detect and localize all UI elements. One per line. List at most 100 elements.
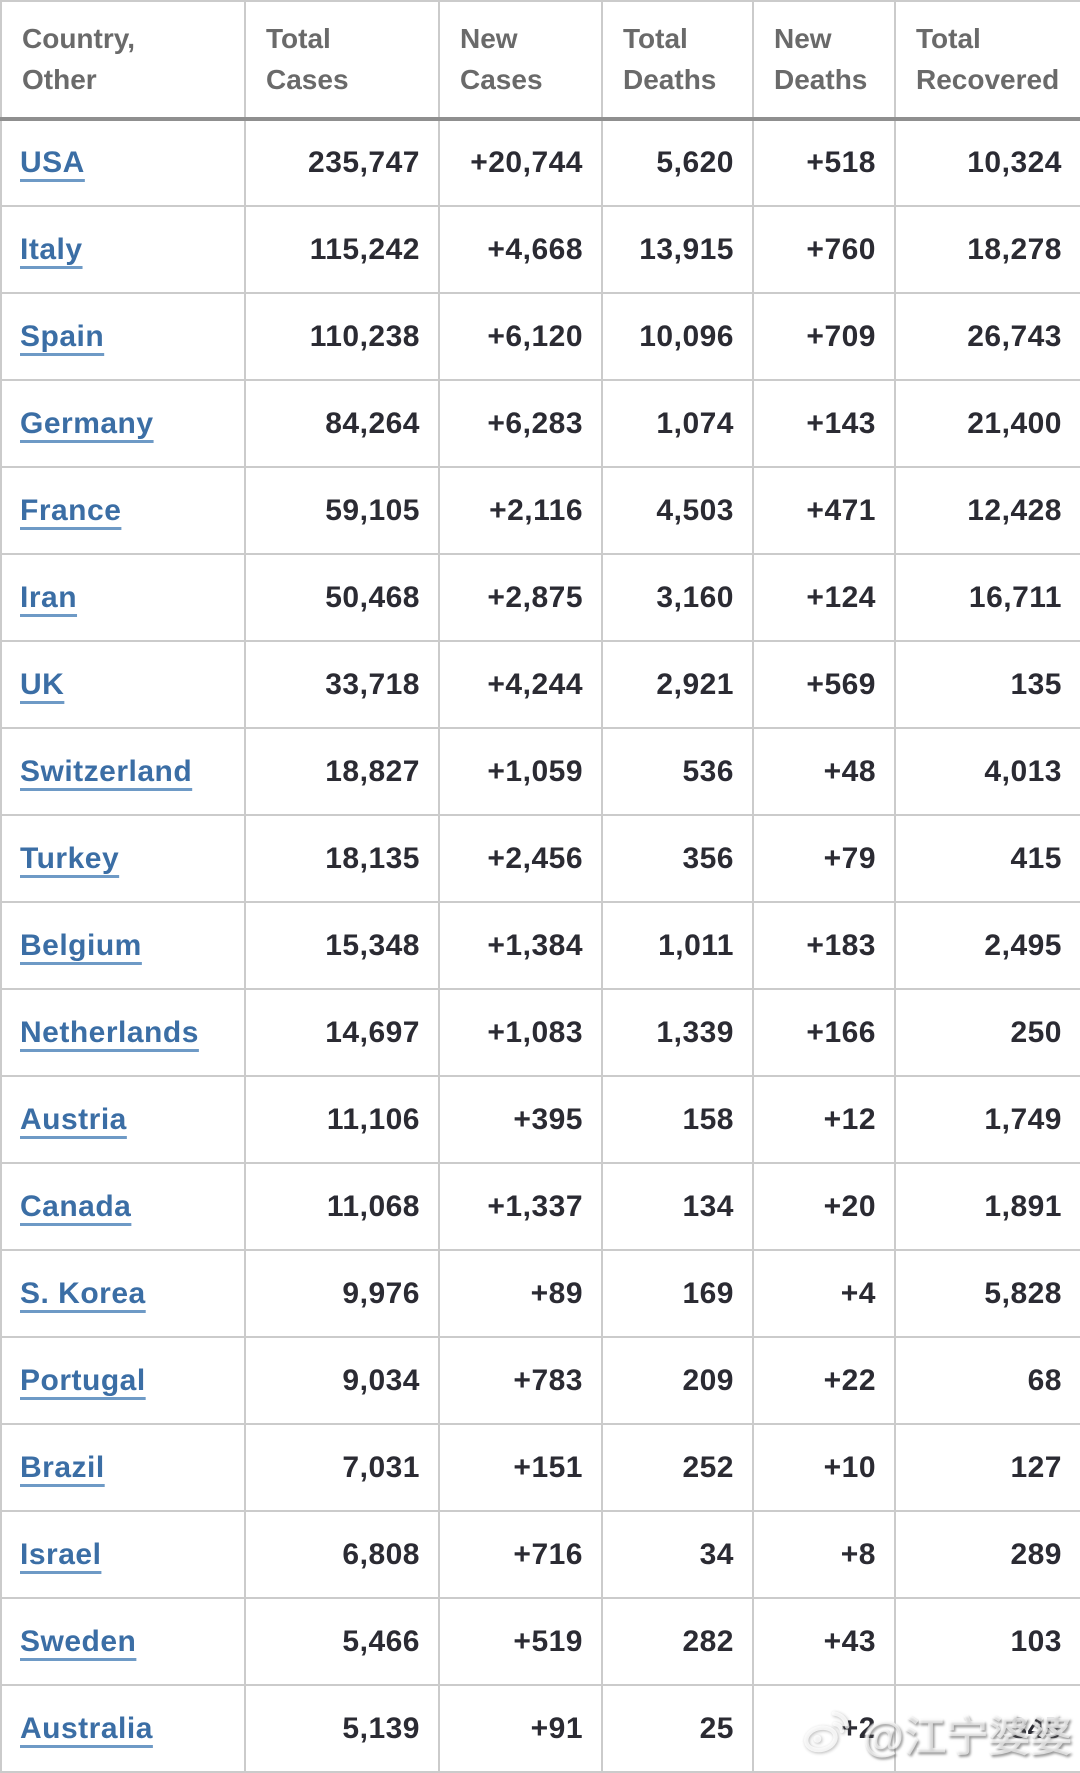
country-cell: Netherlands (0, 988, 246, 1077)
new-deaths-cell: +4 (752, 1249, 896, 1338)
country-cell: USA (0, 118, 246, 207)
total-recovered-cell: 16,711 (894, 553, 1080, 642)
table-row: Italy 115,242 +4,668 13,915 +760 18,278 (0, 205, 1080, 294)
new-deaths-cell: +43 (752, 1597, 896, 1686)
country-cell: Brazil (0, 1423, 246, 1512)
country-link[interactable]: Canada (20, 1189, 132, 1223)
country-cell: Spain (0, 292, 246, 381)
table-row: UK 33,718 +4,244 2,921 +569 135 (0, 640, 1080, 729)
total-cases-cell: 7,031 (244, 1423, 440, 1512)
total-deaths-cell: 536 (601, 727, 754, 816)
new-deaths-cell: +79 (752, 814, 896, 903)
country-link[interactable]: Spain (20, 319, 105, 353)
total-cases-cell: 11,068 (244, 1162, 440, 1251)
new-deaths-cell: +143 (752, 379, 896, 468)
table-row: S. Korea 9,976 +89 169 +4 5,828 (0, 1249, 1080, 1338)
total-recovered-cell: 135 (894, 640, 1080, 729)
total-cases-cell: 18,135 (244, 814, 440, 903)
total-cases-cell: 235,747 (244, 118, 440, 207)
country-link[interactable]: Germany (20, 406, 154, 440)
new-deaths-cell: +48 (752, 727, 896, 816)
col-header-total-recovered: Total Recovered (894, 0, 1080, 121)
new-deaths-cell: +8 (752, 1510, 896, 1599)
total-cases-cell: 110,238 (244, 292, 440, 381)
country-cell: Belgium (0, 901, 246, 990)
total-deaths-cell: 5,620 (601, 118, 754, 207)
total-deaths-cell: 356 (601, 814, 754, 903)
total-recovered-cell: 12,428 (894, 466, 1080, 555)
total-recovered-cell: 250 (894, 988, 1080, 1077)
country-cell: Italy (0, 205, 246, 294)
total-recovered-cell: 4,013 (894, 727, 1080, 816)
country-link[interactable]: Brazil (20, 1450, 105, 1484)
new-deaths-cell: +569 (752, 640, 896, 729)
country-link[interactable]: Australia (20, 1711, 153, 1745)
table-body: USA 235,747 +20,744 5,620 +518 10,324 It… (0, 118, 1080, 1773)
total-cases-cell: 9,034 (244, 1336, 440, 1425)
country-cell: Iran (0, 553, 246, 642)
table-row: USA 235,747 +20,744 5,620 +518 10,324 (0, 118, 1080, 207)
new-deaths-cell: +22 (752, 1336, 896, 1425)
country-link[interactable]: USA (20, 146, 85, 179)
total-deaths-cell: 169 (601, 1249, 754, 1338)
total-cases-cell: 84,264 (244, 379, 440, 468)
total-recovered-cell: 21,400 (894, 379, 1080, 468)
country-link[interactable]: Switzerland (20, 754, 193, 788)
total-recovered-cell: 18,278 (894, 205, 1080, 294)
new-deaths-cell: +166 (752, 988, 896, 1077)
country-link[interactable]: Belgium (20, 928, 142, 962)
new-deaths-cell: +709 (752, 292, 896, 381)
new-cases-cell: +2,875 (438, 553, 603, 642)
country-link[interactable]: France (20, 493, 122, 527)
new-cases-cell: +1,337 (438, 1162, 603, 1251)
total-recovered-cell: 26,743 (894, 292, 1080, 381)
table-row: France 59,105 +2,116 4,503 +471 12,428 (0, 466, 1080, 555)
country-link[interactable]: S. Korea (20, 1276, 146, 1310)
total-cases-cell: 6,808 (244, 1510, 440, 1599)
country-cell: Australia (0, 1684, 246, 1773)
new-deaths-cell: +2 (752, 1684, 896, 1773)
total-recovered-cell: 345 (894, 1684, 1080, 1773)
total-recovered-cell: 127 (894, 1423, 1080, 1512)
new-cases-cell: +91 (438, 1684, 603, 1773)
country-link[interactable]: Austria (20, 1102, 127, 1136)
new-cases-cell: +716 (438, 1510, 603, 1599)
new-deaths-cell: +20 (752, 1162, 896, 1251)
new-deaths-cell: +124 (752, 553, 896, 642)
total-cases-cell: 9,976 (244, 1249, 440, 1338)
total-recovered-cell: 289 (894, 1510, 1080, 1599)
new-cases-cell: +6,283 (438, 379, 603, 468)
table-row: Austria 11,106 +395 158 +12 1,749 (0, 1075, 1080, 1164)
total-cases-cell: 59,105 (244, 466, 440, 555)
col-header-new-cases: New Cases (438, 0, 603, 121)
new-cases-cell: +395 (438, 1075, 603, 1164)
country-link[interactable]: Netherlands (20, 1015, 199, 1049)
col-header-total-cases: Total Cases (244, 0, 440, 121)
total-deaths-cell: 25 (601, 1684, 754, 1773)
country-link[interactable]: Portugal (20, 1363, 146, 1397)
country-link[interactable]: Sweden (20, 1624, 137, 1658)
country-cell: Canada (0, 1162, 246, 1251)
total-recovered-cell: 1,749 (894, 1075, 1080, 1164)
total-deaths-cell: 1,011 (601, 901, 754, 990)
country-link[interactable]: UK (20, 667, 65, 701)
new-cases-cell: +4,668 (438, 205, 603, 294)
country-cell: Sweden (0, 1597, 246, 1686)
total-cases-cell: 14,697 (244, 988, 440, 1077)
new-deaths-cell: +471 (752, 466, 896, 555)
country-link[interactable]: Turkey (20, 841, 120, 875)
total-cases-cell: 50,468 (244, 553, 440, 642)
table-row: Canada 11,068 +1,337 134 +20 1,891 (0, 1162, 1080, 1251)
country-link[interactable]: Iran (20, 580, 78, 614)
table-row: Switzerland 18,827 +1,059 536 +48 4,013 (0, 727, 1080, 816)
country-link[interactable]: Israel (20, 1537, 102, 1571)
new-deaths-cell: +760 (752, 205, 896, 294)
total-recovered-cell: 2,495 (894, 901, 1080, 990)
country-cell: Turkey (0, 814, 246, 903)
table-row: Brazil 7,031 +151 252 +10 127 (0, 1423, 1080, 1512)
table-row: Netherlands 14,697 +1,083 1,339 +166 250 (0, 988, 1080, 1077)
total-cases-cell: 15,348 (244, 901, 440, 990)
country-link[interactable]: Italy (20, 232, 83, 266)
total-deaths-cell: 1,339 (601, 988, 754, 1077)
